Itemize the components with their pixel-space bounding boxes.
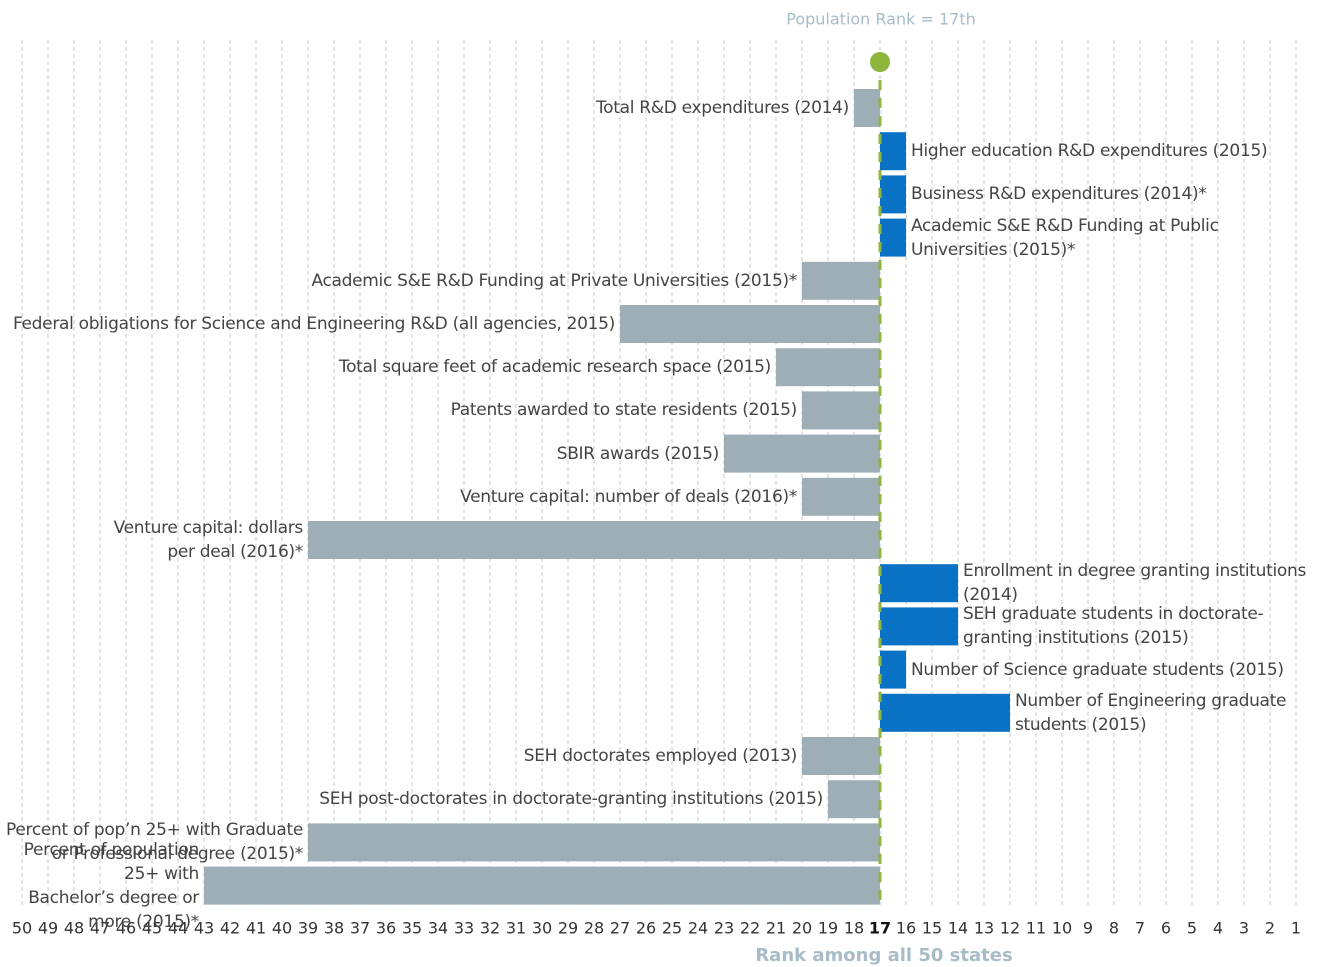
x-tick-label: 46: [116, 919, 136, 938]
bar-label: Patents awarded to state residents (2015…: [450, 400, 798, 421]
x-tick-label: 23: [714, 919, 734, 938]
x-tick-label: 39: [298, 919, 318, 938]
x-tick-label: 1: [1291, 919, 1301, 938]
bar-label: Enrollment in degree granting institutio…: [963, 561, 1307, 606]
x-tick-label: 40: [272, 919, 292, 938]
x-tick-label: 32: [480, 919, 500, 938]
x-tick-label: 50: [12, 919, 32, 938]
bar: [880, 218, 906, 257]
x-tick-label: 14: [948, 919, 968, 938]
x-tick-label: 2: [1265, 919, 1275, 938]
bar: [724, 434, 880, 473]
x-tick-label: 37: [350, 919, 370, 938]
bar: [880, 650, 906, 689]
x-tick-label: 42: [220, 919, 240, 938]
bar-label: Total square feet of academic research s…: [338, 357, 771, 378]
x-tick-label: 12: [1000, 919, 1020, 938]
x-tick-label: 21: [766, 919, 786, 938]
bar-label: Percent of population 25+ with Bachelor’…: [23, 839, 200, 932]
x-tick-label: 18: [844, 919, 864, 938]
x-tick-label: 20: [792, 919, 812, 938]
bar: [828, 780, 880, 819]
bar-label: Number of Science graduate students (201…: [911, 659, 1284, 680]
x-tick-label: 43: [194, 919, 214, 938]
x-tick-label: 29: [558, 919, 578, 938]
bar: [880, 132, 906, 171]
x-tick-label: 10: [1052, 919, 1072, 938]
bar-label: SEH post-doctorates in doctorate-grantin…: [319, 789, 823, 810]
x-tick-label: 49: [38, 919, 58, 938]
bar-label: Academic S&E R&D Funding at Private Univ…: [311, 270, 797, 291]
x-tick-label: 7: [1135, 919, 1145, 938]
x-tick-label: 6: [1161, 919, 1171, 938]
bar: [802, 737, 880, 775]
x-tick-label: 35: [402, 919, 422, 938]
bar: [308, 521, 880, 559]
reference-label: Population Rank = 17th: [786, 10, 975, 29]
x-tick-label: 27: [610, 919, 630, 938]
bar: [880, 693, 1010, 732]
x-tick-label: 25: [662, 919, 682, 938]
bar: [802, 261, 880, 300]
x-tick-label: 41: [246, 919, 266, 938]
bar: [880, 564, 958, 603]
x-tick-label: 45: [142, 919, 162, 938]
bar-label: Higher education R&D expenditures (2015): [911, 141, 1268, 162]
x-tick-label: 5: [1187, 919, 1197, 938]
bar: [776, 348, 880, 387]
x-tick-label: 30: [532, 919, 552, 938]
bar-label: Business R&D expenditures (2014)*: [911, 184, 1207, 205]
x-tick-label: 38: [324, 919, 344, 938]
bar: [880, 607, 958, 646]
x-tick-label: 16: [896, 919, 916, 938]
bar: [204, 866, 880, 905]
bar: [880, 175, 906, 214]
bar-label: SEH graduate students in doctorate- gran…: [963, 604, 1264, 649]
bar: [854, 89, 880, 127]
bar-label: Number of Engineering graduate students …: [1015, 690, 1287, 735]
x-tick-label: 22: [740, 919, 760, 938]
bar-label: Total R&D expenditures (2014): [595, 98, 849, 118]
bar: [308, 823, 880, 862]
x-tick-label: 48: [64, 919, 84, 938]
x-tick-label: 9: [1083, 919, 1093, 938]
x-tick-label: 17: [869, 919, 891, 938]
bar-label: SEH doctorates employed (2013): [523, 746, 798, 766]
x-tick-label: 13: [974, 919, 994, 938]
x-axis-title: Rank among all 50 states: [755, 945, 1012, 966]
bar-label: Federal obligations for Science and Engi…: [12, 314, 615, 334]
x-tick-label: 15: [922, 919, 942, 938]
x-tick-label: 24: [688, 919, 708, 938]
bar-label: SBIR awards (2015): [556, 443, 720, 464]
bar-label: Venture capital: dollars per deal (2016)…: [113, 518, 304, 562]
x-tick-label: 11: [1026, 919, 1046, 938]
x-tick-label: 47: [90, 919, 110, 938]
bar-label: Percent of pop’n 25+ with Graduate or Pr…: [6, 820, 303, 865]
x-tick-label: 44: [168, 919, 188, 938]
x-tick-label: 4: [1213, 919, 1223, 938]
bar: [802, 477, 880, 516]
x-tick-label: 34: [428, 919, 448, 938]
bar-label: Venture capital: number of deals (2016)*: [460, 486, 797, 507]
x-tick-label: 19: [818, 919, 838, 938]
x-tick-label: 31: [506, 919, 526, 938]
x-tick-label: 28: [584, 919, 604, 938]
bar-label: Academic S&E R&D Funding at Public Unive…: [911, 215, 1219, 260]
x-tick-label: 3: [1239, 919, 1249, 938]
bar: [802, 391, 880, 430]
x-tick-label: 8: [1109, 919, 1119, 938]
x-tick-label: 26: [636, 919, 656, 938]
x-tick-label: 33: [454, 919, 474, 938]
reference-marker: [870, 52, 890, 72]
x-tick-label: 36: [376, 919, 396, 938]
bar: [620, 305, 880, 343]
